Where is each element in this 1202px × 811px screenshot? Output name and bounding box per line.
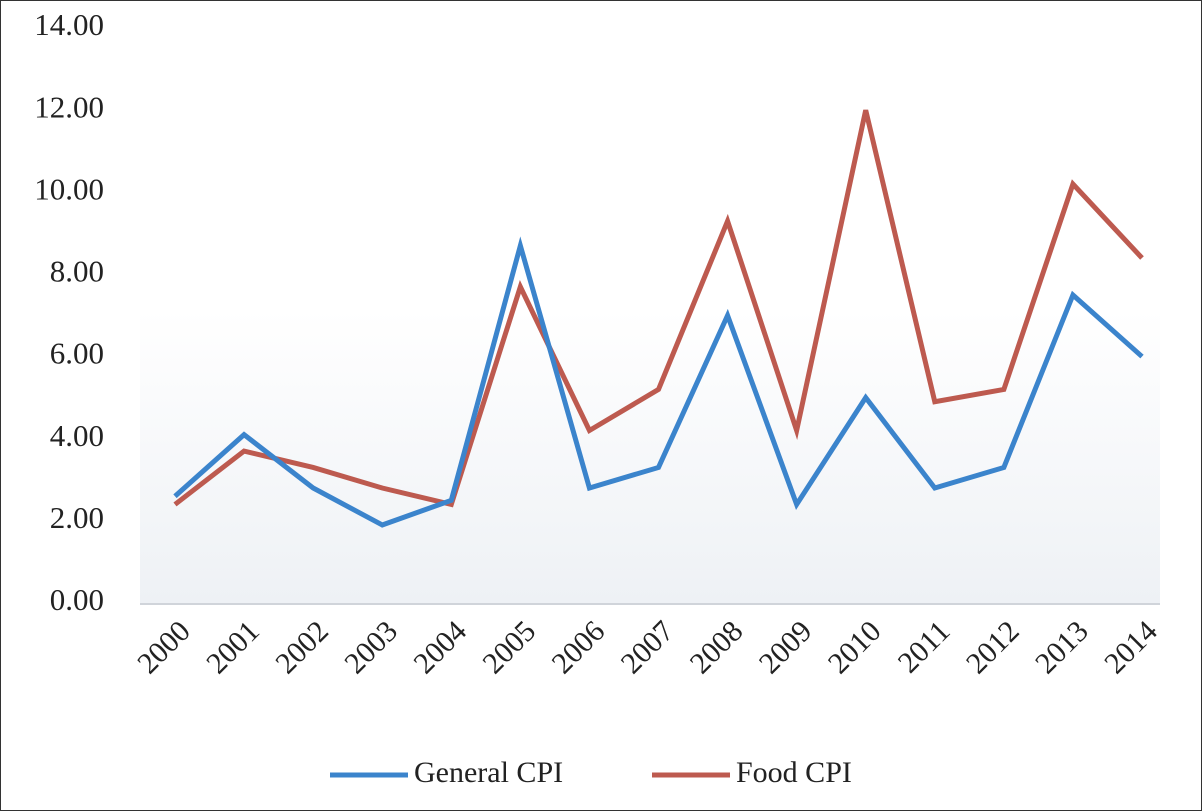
y-tick-label: 12.00: [34, 89, 104, 124]
y-tick-label: 4.00: [50, 418, 104, 453]
legend-label: General CPI: [414, 756, 563, 789]
series-line: [173, 109, 1144, 508]
y-tick-label: 6.00: [50, 336, 104, 371]
series-line: [173, 236, 1144, 528]
y-tick-label: 0.00: [50, 582, 104, 617]
y-tick-label: 14.00: [34, 7, 104, 42]
plot-shade: [140, 310, 1160, 603]
y-tick-label: 2.00: [50, 500, 104, 535]
y-tick-label: 8.00: [50, 254, 104, 289]
y-tick-label: 10.00: [34, 171, 104, 206]
legend-label: Food CPI: [736, 756, 852, 789]
